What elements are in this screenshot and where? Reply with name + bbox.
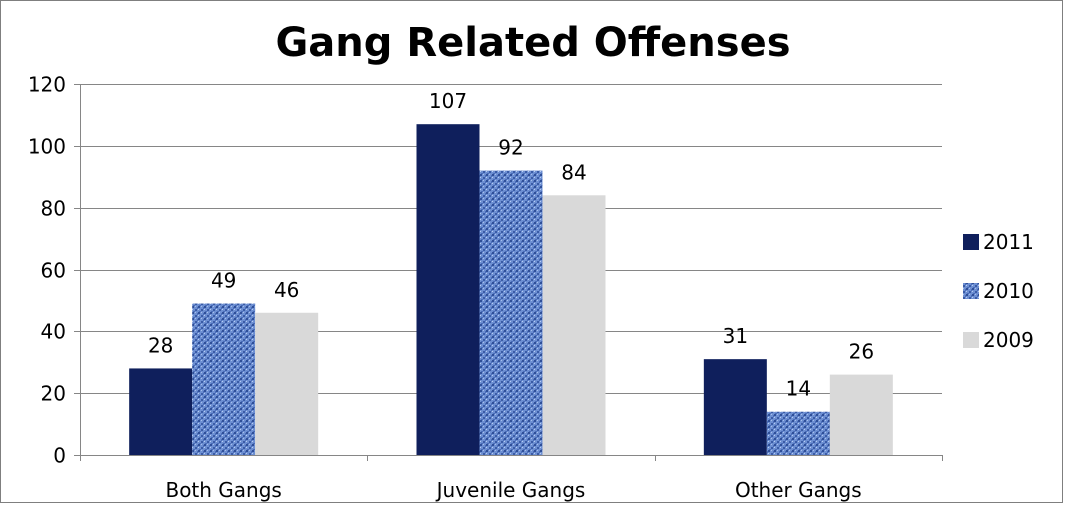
legend-label: 2011	[983, 230, 1034, 254]
legend: 2011 2010 2009	[963, 230, 1034, 352]
data-labels: 28 49 46 107 92 84 31 14 26	[148, 89, 874, 401]
data-label: 46	[274, 278, 299, 302]
y-tick-label: 0	[53, 444, 66, 468]
bar-2011-other-gangs	[703, 359, 767, 455]
bar-2009-juvenile-gangs	[542, 195, 606, 456]
bars	[129, 124, 893, 456]
legend-swatch	[963, 234, 979, 250]
legend-label: 2009	[983, 328, 1034, 352]
data-label: 49	[211, 269, 236, 293]
y-tick-label: 80	[41, 197, 66, 221]
data-label: 14	[786, 377, 811, 401]
data-label: 107	[429, 89, 467, 113]
data-label: 84	[561, 160, 586, 184]
bar-2009-other-gangs	[829, 374, 893, 455]
y-tick-label: 100	[28, 135, 66, 159]
bar-2011-juvenile-gangs	[416, 124, 480, 456]
data-label: 28	[148, 333, 173, 357]
bar-2011-both-gangs	[129, 368, 193, 455]
data-label: 31	[723, 324, 748, 348]
x-category-label: Both Gangs	[165, 478, 281, 502]
bar-2010-other-gangs	[766, 411, 830, 455]
x-category-label: Other Gangs	[735, 478, 862, 502]
bar-2010-both-gangs	[192, 303, 256, 455]
x-axis: Both Gangs Juvenile Gangs Other Gangs	[80, 455, 943, 502]
bar-2009-both-gangs	[255, 312, 319, 455]
bar-2010-juvenile-gangs	[479, 170, 543, 456]
legend-label: 2010	[983, 279, 1034, 303]
chart-title: Gang Related Offenses	[275, 20, 790, 66]
legend-swatch	[963, 283, 979, 299]
legend-swatch	[963, 332, 979, 348]
y-axis: 0 20 40 60 80 100 120	[28, 73, 81, 468]
y-tick-label: 40	[41, 320, 66, 344]
y-tick-label: 20	[41, 382, 66, 406]
data-label: 26	[849, 340, 874, 364]
y-tick-label: 60	[41, 259, 66, 283]
data-label: 92	[498, 136, 523, 160]
x-category-label: Juvenile Gangs	[435, 478, 586, 502]
y-tick-label: 120	[28, 73, 66, 97]
